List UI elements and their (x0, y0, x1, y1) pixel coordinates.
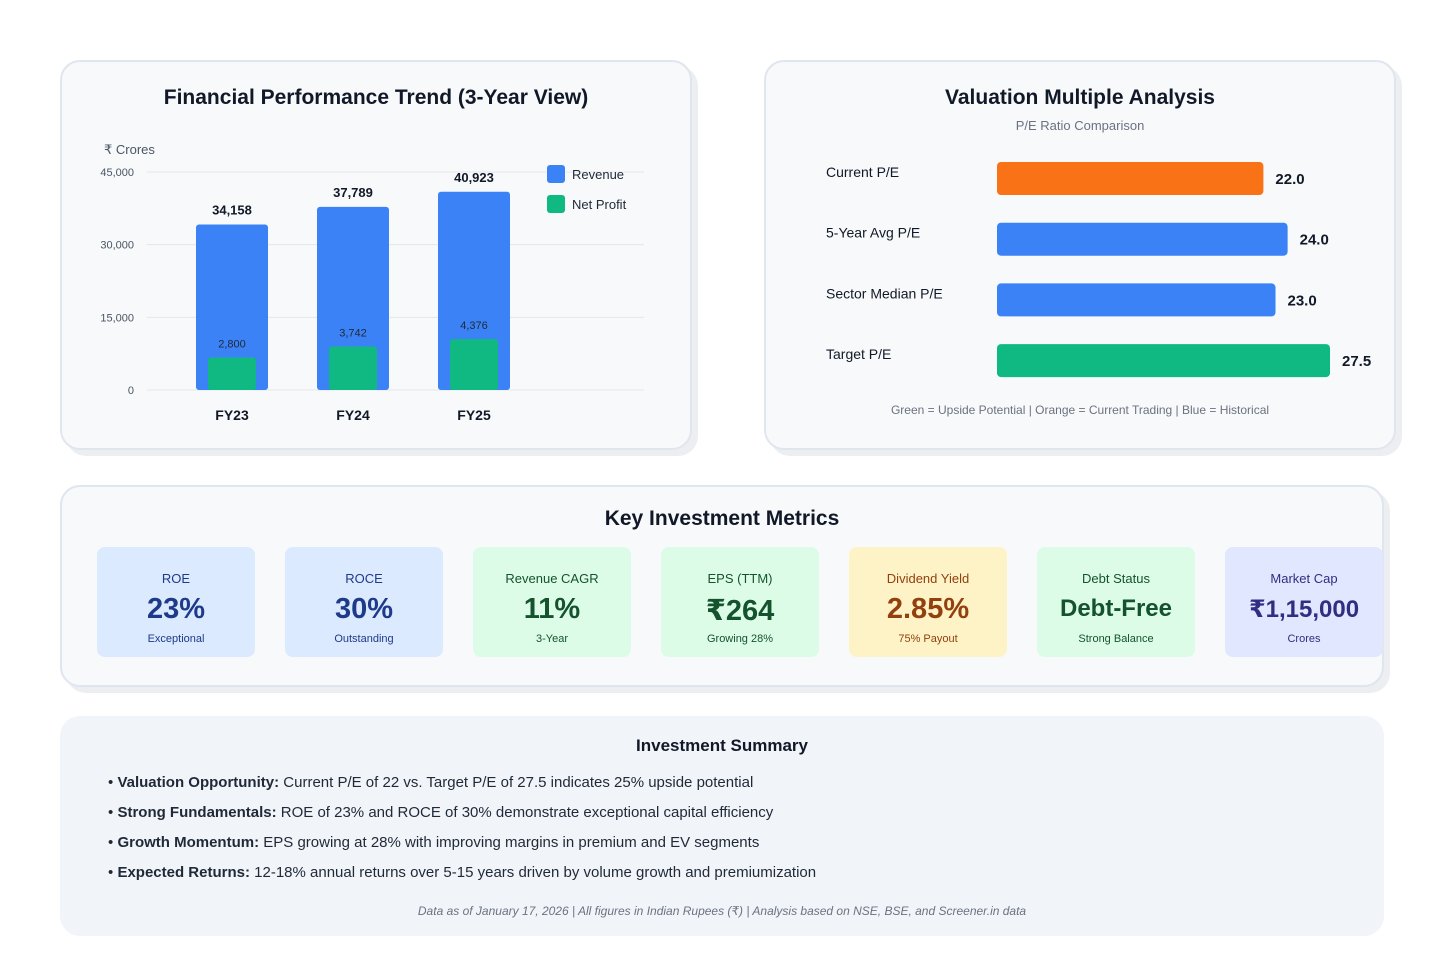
summary-item-text: Current P/E of 22 vs. Target P/E of 27.5… (279, 774, 754, 791)
valuation-category-label: 5-Year Avg P/E (826, 225, 920, 241)
summary-footer: Data as of January 17, 2026 | All figure… (417, 904, 1027, 918)
y-axis-unit-label: ₹ Crores (104, 142, 155, 157)
metric-value: 11% (523, 593, 581, 625)
metric-card-revenue-cagr: Revenue CAGR 11% 3-Year (473, 547, 631, 657)
summary-item: • Expected Returns: 12-18% annual return… (108, 864, 816, 881)
metric-card-roe: ROE 23% Exceptional (97, 547, 255, 657)
metric-value: Debt-Free (1059, 595, 1173, 622)
summary-item: • Strong Fundamentals: ROE of 23% and RO… (108, 804, 773, 821)
summary-item-heading: Valuation Opportunity: (117, 774, 280, 791)
valuation-bar (997, 283, 1276, 317)
net-profit-value-label: 2,800 (218, 338, 246, 350)
valuation-category-label: Current P/E (826, 164, 899, 180)
revenue-value-label: 37,789 (333, 185, 373, 200)
bullet: • (108, 864, 114, 881)
metric-value: 30% (334, 593, 394, 625)
bullet: • (108, 834, 114, 851)
legend-swatch (547, 165, 565, 183)
financial-performance-card: Financial Performance Trend (3-Year View… (60, 60, 692, 450)
y-tick-label: 30,000 (100, 240, 134, 252)
metric-card-debt-status: Debt Status Debt-Free Strong Balance (1037, 547, 1195, 657)
legend-label: Net Profit (572, 197, 627, 212)
metric-label: Debt Status (1082, 571, 1150, 586)
metric-label: ROE (161, 571, 191, 586)
metric-card-roce: ROCE 30% Outstanding (285, 547, 443, 657)
revenue-bar (196, 224, 268, 390)
metric-label: ROCE (345, 571, 383, 586)
metric-label: Dividend Yield (886, 571, 970, 586)
metric-card-eps: EPS (TTM) ₹264 Growing 28% (661, 547, 819, 657)
net-profit-bar (208, 357, 256, 390)
net-profit-bar (329, 346, 377, 390)
metric-note: Strong Balance (1078, 633, 1154, 645)
summary-item-text: 12-18% annual returns over 5-15 years dr… (249, 864, 817, 881)
metrics-title: Key Investment Metrics (604, 507, 840, 530)
y-tick-label: 45,000 (100, 167, 134, 179)
metric-note: Growing 28% (706, 633, 774, 645)
revenue-value-label: 40,923 (454, 170, 494, 185)
y-tick-label: 0 (128, 385, 134, 397)
valuation-value-label: 22.0 (1275, 171, 1304, 188)
valuation-category-label: Target P/E (826, 346, 891, 362)
net-profit-bar (450, 339, 498, 390)
valuation-value-label: 23.0 (1288, 292, 1317, 309)
metric-note: 75% Payout (898, 633, 958, 645)
valuation-bar (997, 344, 1330, 378)
summary-item-text: EPS growing at 28% with improving margin… (259, 834, 760, 851)
x-category-label: FY23 (215, 407, 249, 423)
summary-item-text: ROE of 23% and ROCE of 30% demonstrate e… (276, 804, 774, 821)
metric-value: ₹264 (705, 595, 775, 627)
summary-item: • Valuation Opportunity: Current P/E of … (108, 774, 753, 791)
x-category-label: FY24 (336, 407, 370, 423)
metric-label: Revenue CAGR (505, 571, 599, 586)
valuation-chart-subtitle: P/E Ratio Comparison (1015, 118, 1145, 133)
y-tick-label: 15,000 (100, 312, 134, 324)
valuation-chart-title: Valuation Multiple Analysis (945, 86, 1215, 109)
legend-swatch (547, 195, 565, 213)
metric-note: 3-Year (535, 633, 568, 645)
summary-item: • Growth Momentum: EPS growing at 28% wi… (108, 834, 759, 851)
metric-note: Exceptional (147, 633, 205, 645)
valuation-category-label: Sector Median P/E (826, 285, 943, 301)
metric-card-dividend-yield: Dividend Yield 2.85% 75% Payout (849, 547, 1007, 657)
valuation-bar (997, 222, 1288, 256)
valuation-value-label: 27.5 (1342, 353, 1371, 370)
key-metrics-card: Key Investment Metrics ROE 23% Exception… (60, 485, 1384, 687)
metric-label: EPS (TTM) (707, 571, 773, 586)
metric-value: 23% (146, 593, 206, 625)
metric-note: Crores (1287, 633, 1321, 645)
metric-label: Market Cap (1270, 571, 1338, 586)
financial-chart-title: Financial Performance Trend (3-Year View… (163, 86, 589, 109)
revenue-value-label: 34,158 (212, 203, 252, 218)
valuation-analysis-card: Valuation Multiple Analysis P/E Ratio Co… (764, 60, 1396, 450)
financial-bar-chart: ₹ Crores 0 15,000 30,000 45,000 34,158 2,800 FY… (100, 142, 644, 423)
legend-label: Revenue (572, 167, 624, 182)
metric-note: Outstanding (334, 633, 394, 645)
investment-summary-card: Investment Summary • Valuation Opportuni… (60, 716, 1384, 936)
summary-item-heading: Strong Fundamentals: (117, 804, 277, 821)
summary-item-heading: Growth Momentum: (117, 834, 260, 851)
net-profit-value-label: 4,376 (460, 320, 488, 332)
bullet: • (108, 774, 114, 791)
metric-value: ₹1,15,000 (1248, 596, 1360, 623)
bullet: • (108, 804, 114, 821)
summary-title: Investment Summary (636, 736, 808, 755)
revenue-bar (317, 206, 389, 390)
valuation-bar (997, 162, 1264, 195)
metric-card-market-cap: Market Cap ₹1,15,000 Crores (1225, 547, 1383, 657)
metric-value: 2.85% (886, 593, 970, 625)
valuation-value-label: 24.0 (1300, 232, 1329, 249)
net-profit-value-label: 3,742 (339, 327, 367, 339)
valuation-color-legend-note: Green = Upside Potential | Orange = Curr… (890, 403, 1270, 417)
summary-item-heading: Expected Returns: (117, 864, 250, 881)
x-category-label: FY25 (457, 407, 491, 423)
valuation-bar-chart: Current P/E 22.0 5-Year Avg P/E 24.0 Sector … (826, 162, 1371, 378)
